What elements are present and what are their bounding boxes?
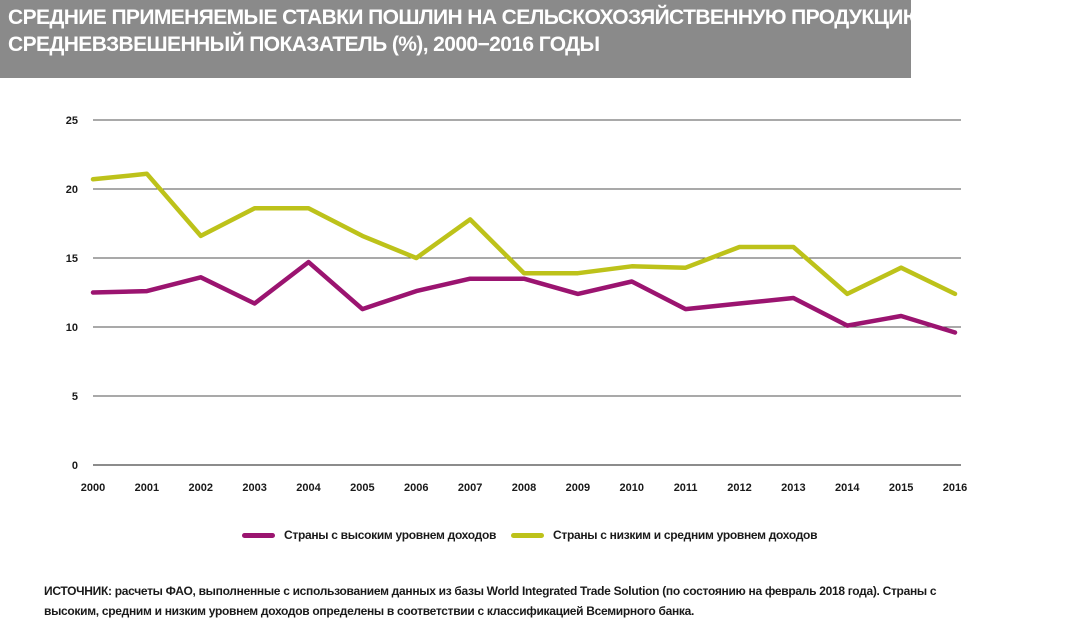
- chart-legend: Страны с высоким уровнем доходов Страны …: [0, 528, 1073, 548]
- legend-item-low-middle-income: Страны с низким и средним уровнем доходо…: [511, 528, 817, 542]
- y-tick-label: 0: [72, 460, 78, 472]
- x-tick-label: 2008: [512, 482, 536, 494]
- x-axis-tick-labels: 2000 2001 2002 2003 2004 2005 2006 2007 2008 2009…: [81, 482, 967, 494]
- x-tick-label: 2010: [620, 482, 644, 494]
- source-note-line-1: ИСТОЧНИК: расчеты ФАО, выполненные с исп…: [44, 584, 937, 598]
- legend-label-high-income: Страны с высоким уровнем доходов: [284, 528, 497, 542]
- chart-header: СРЕДНИЕ ПРИМЕНЯЕМЫЕ СТАВКИ ПОШЛИН НА СЕЛ…: [0, 0, 930, 78]
- y-tick-label: 15: [66, 253, 78, 265]
- source-note: ИСТОЧНИК: расчеты ФАО, выполненные с исп…: [44, 581, 1004, 621]
- chart-series: [90, 171, 958, 335]
- y-tick-label: 5: [72, 391, 78, 403]
- x-tick-label: 2004: [296, 482, 321, 494]
- x-tick-label: 2014: [835, 482, 860, 494]
- x-tick-label: 2003: [242, 482, 266, 494]
- y-tick-label: 10: [66, 322, 78, 334]
- chart-gridlines: [93, 119, 961, 466]
- x-tick-label: 2012: [727, 482, 751, 494]
- x-tick-label: 2002: [189, 482, 213, 494]
- x-tick-label: 2000: [81, 482, 105, 494]
- x-tick-label: 2015: [889, 482, 913, 494]
- y-axis-tick-labels: 0 5 10 15 20 25: [66, 115, 78, 472]
- source-note-line-2: высоким, средним и низким уровнем доходо…: [44, 604, 695, 618]
- series-line-low-middle-income: [90, 171, 958, 297]
- chart-title-line-1: СРЕДНИЕ ПРИМЕНЯЕМЫЕ СТАВКИ ПОШЛИН НА СЕЛ…: [8, 6, 930, 29]
- legend-label-low-middle-income: Страны с низким и средним уровнем доходо…: [553, 528, 818, 542]
- x-tick-label: 2011: [674, 482, 698, 494]
- legend-swatch-high-income: [242, 532, 275, 538]
- x-tick-label: 2007: [458, 482, 482, 494]
- legend-item-high-income: Страны с высоким уровнем доходов: [242, 528, 496, 542]
- y-tick-label: 25: [66, 115, 78, 127]
- x-tick-label: 2005: [350, 482, 374, 494]
- x-tick-label: 2016: [943, 482, 967, 494]
- x-tick-label: 2001: [135, 482, 159, 494]
- x-tick-label: 2006: [404, 482, 428, 494]
- legend-swatch-low-middle-income: [511, 532, 544, 538]
- x-tick-label: 2013: [781, 482, 805, 494]
- chart-title-line-2: СРЕДНЕВЗВЕШЕННЫЙ ПОКАЗАТЕЛЬ (%), 2000−20…: [8, 33, 600, 56]
- x-tick-label: 2009: [566, 482, 590, 494]
- y-tick-label: 20: [66, 184, 78, 196]
